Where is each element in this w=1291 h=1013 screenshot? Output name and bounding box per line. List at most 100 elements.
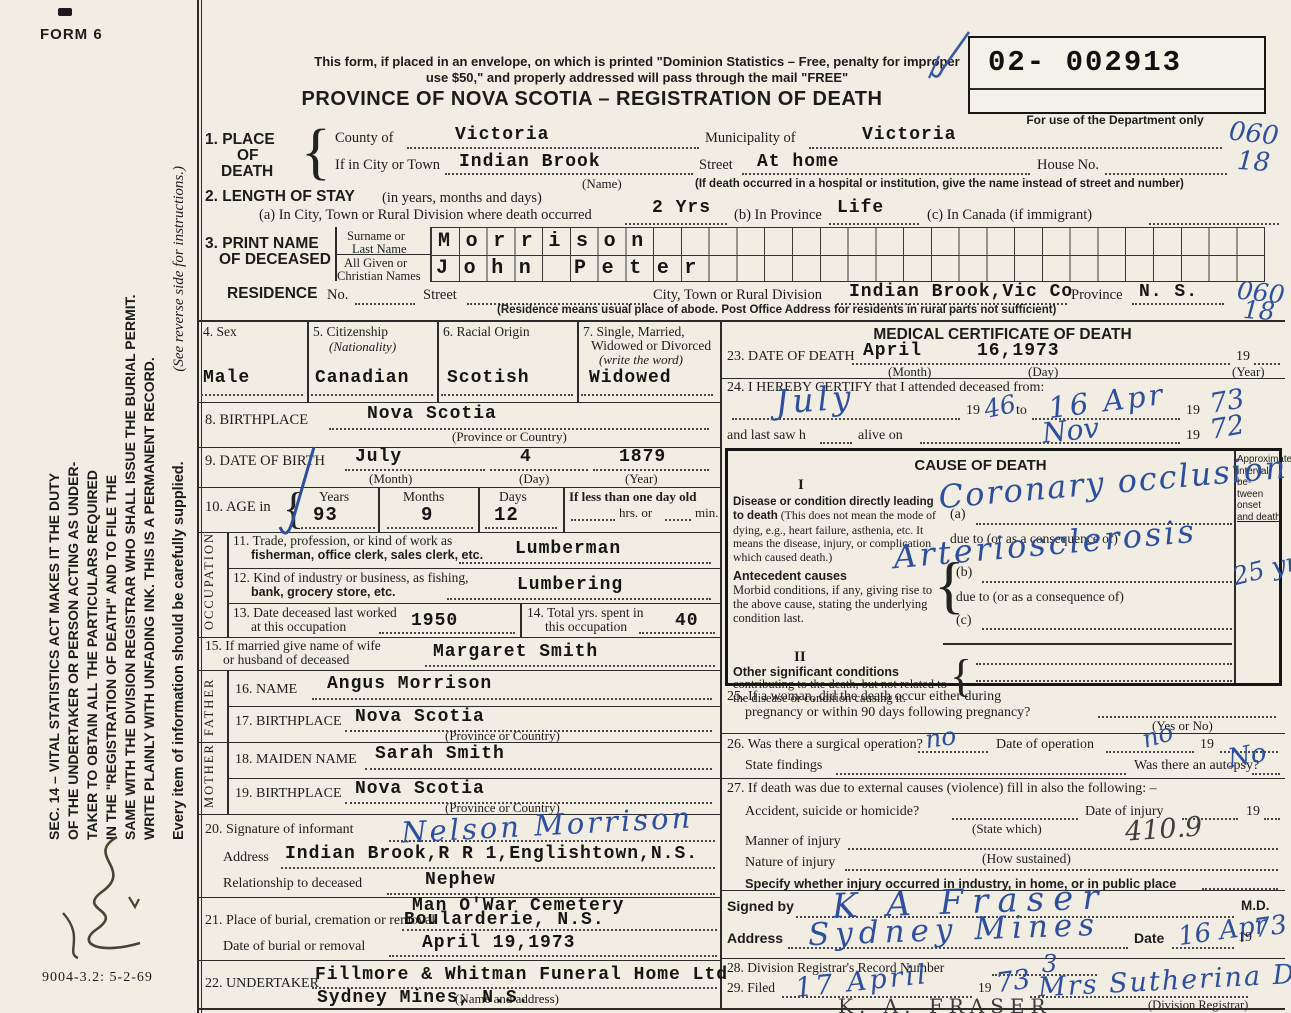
year-19-label: 19 [966, 403, 980, 418]
row-burial: Man O'War Cemetery 21. Place of burial, … [197, 896, 720, 961]
dotted-line [836, 773, 1126, 775]
citizenship-value: Canadian [315, 368, 410, 388]
specify-injury-label: Specify whether injury occurred in indus… [745, 876, 1177, 891]
dotted-line [1254, 363, 1280, 365]
house-no-label: House No. [1037, 157, 1100, 173]
dotted-line [387, 893, 715, 895]
informant-address-value: Indian Brook,R R 1,Englishtown,N.S. [285, 844, 699, 864]
rule-line [228, 603, 720, 604]
section-II-label: II [794, 649, 806, 665]
field11-value: Lumberman [515, 539, 622, 559]
hospital-note: (If death occurred in a hospital or inst… [695, 178, 1184, 190]
autopsy-label: Was there an autopsy? [1134, 758, 1260, 773]
last-saw-label: and last saw h [727, 428, 806, 443]
field2-label: 2. LENGTH OF STAY [205, 188, 355, 205]
accident-label: Accident, suicide or homicide? [745, 804, 920, 819]
dotted-line [1220, 751, 1278, 753]
field1-number-label: DEATH [221, 163, 274, 180]
yes-or-no-note: (Yes or No) [1152, 718, 1213, 733]
dotted-line [379, 632, 515, 634]
cause-b-label: (b) [956, 565, 973, 580]
label-separator [335, 254, 430, 255]
pregnancy-label-line2: pregnancy or within 90 days following pr… [745, 705, 1031, 720]
field1-number-label: OF [237, 147, 259, 164]
racial-origin-value: Scotish [447, 368, 530, 388]
dotted-line [571, 519, 615, 521]
field13-label2: at this occupation [251, 619, 347, 634]
serial-box-divider [970, 88, 1264, 90]
burial-date-value: April 19,1973 [422, 933, 576, 953]
sidebar-note-line: OF THE UNDERTAKER OR PERSON ACTING AS UN… [65, 461, 81, 840]
residence-street-label: Street [423, 287, 457, 303]
field-length-of-stay: 2. LENGTH OF STAY (in years, months and … [197, 187, 1285, 225]
hw-from-year: 46 [981, 389, 1019, 424]
dotted-line [992, 974, 1097, 976]
operation-label: 26. Was there a surgical operation? [727, 737, 923, 752]
marital-note: (write the word) [599, 352, 684, 367]
occupation-side-label: OCCUPATION [202, 531, 216, 630]
hw-fraser-print-name: K. A. FRASER [838, 994, 1052, 1013]
interval-header: Approximate interval be- tween onset and… [1237, 454, 1291, 523]
other-conditions-brace: { [950, 650, 973, 701]
dotted-line [1252, 773, 1280, 775]
dotted-line [1132, 303, 1224, 305]
dotted-line [593, 469, 709, 471]
dotted-line [281, 867, 715, 869]
interval-header-line: tween onset [1237, 488, 1264, 512]
city-town-value: Indian Brook [459, 152, 601, 172]
injury-date-label: Date of injury [1085, 804, 1164, 819]
citizenship-label: 5. Citizenship [313, 324, 388, 339]
age-checkmark [278, 446, 316, 535]
year-19-label: 19 [1186, 403, 1200, 418]
days-value: 12 [494, 504, 519, 526]
marital-label: 7. Single, Married, [583, 324, 685, 339]
father-birthplace-label: 17. BIRTHPLACE [235, 714, 342, 729]
md-label: M.D. [1241, 898, 1270, 913]
dotted-line [301, 527, 375, 529]
disease-description: Disease or condition directly leading to… [733, 495, 945, 564]
form-title: PROVINCE OF NOVA SCOTIA – REGISTRATION O… [301, 88, 883, 110]
mother-birthplace-label: 19. BIRTHPLACE [235, 786, 342, 801]
interval-divider [1234, 451, 1236, 683]
dotted-line [459, 562, 711, 564]
years-value: 93 [313, 504, 338, 526]
burial-place-value-line2: Boularderie, N.S. [404, 910, 605, 930]
occupation-block: OCCUPATION 11. Trade, profession, or kin… [197, 532, 720, 638]
cell-divider [577, 320, 579, 402]
residence-city-value: Indian Brook,Vic Co [849, 282, 1074, 302]
form-left-border-inner [201, 0, 202, 1013]
year-note: (Year) [1232, 364, 1265, 379]
field-residence: RESIDENCE No. Street City, Town or Rural… [197, 276, 1286, 326]
year-19-label: 19 [1238, 930, 1252, 945]
surname-value: Morrison [438, 230, 659, 253]
father-birthplace-value: Nova Scotia [355, 707, 485, 727]
dotted-line [918, 751, 988, 753]
dotted-line [1098, 716, 1276, 718]
dotted-line [742, 173, 1030, 175]
cell-divider [563, 487, 565, 532]
print-code: 9004-3.2: 5-2-69 [42, 970, 153, 985]
form-left-border [197, 0, 199, 1013]
residence-province-label: Province [1071, 287, 1123, 303]
age-label: 10. AGE in [205, 499, 271, 515]
pregnancy-label-line1: 25. If a woman, did the death occur eith… [727, 689, 1002, 704]
marital-label2: Widowed or Divorced [591, 338, 712, 353]
residence-label: RESIDENCE [227, 285, 318, 302]
dotted-line [1172, 947, 1234, 949]
filed-label: 29. Filed [727, 980, 776, 995]
field3-label: 3. PRINT NAME [205, 235, 319, 252]
dotted-line [848, 848, 1278, 850]
hw-last-year: 72 [1207, 409, 1247, 446]
operation-date-label: Date of operation [996, 737, 1094, 752]
hw-attended-from: July [773, 377, 856, 422]
residence-city-label: City, Town or Rural Division [653, 287, 822, 303]
cell-divider [437, 320, 439, 402]
dotted-line [389, 955, 717, 957]
sidebar-note-line: IN THE "REGISTRATION OF DEATH" AND TO FI… [103, 474, 119, 840]
serial-number: 02- 002913 [988, 46, 1183, 79]
dotted-line [982, 581, 1232, 583]
death-month-value: April [863, 341, 923, 361]
row-certify: 24. I HEREBY CERTIFY that I attended dec… [720, 377, 1285, 450]
manner-of-injury-label: Manner of injury [745, 834, 841, 849]
to-label: to [1016, 403, 1027, 418]
